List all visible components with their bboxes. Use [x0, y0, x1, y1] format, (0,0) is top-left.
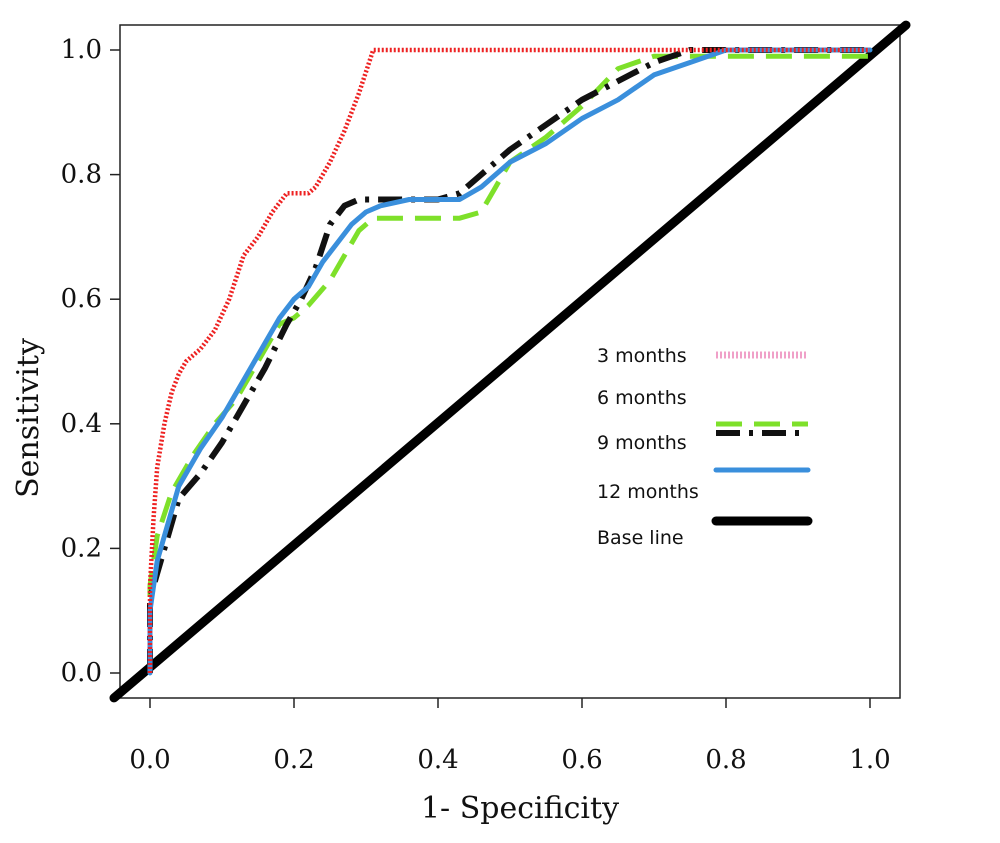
plot-border	[119, 24, 901, 699]
legend-label-3-months: 3 months	[597, 345, 687, 367]
x-tick-label: 0.8	[705, 745, 746, 775]
y-axis-title: Sensitivity	[11, 338, 46, 498]
series-line-3-months	[147, 47, 870, 673]
y-tick-label: 0.2	[61, 533, 102, 563]
series-line-base-line	[109, 20, 911, 703]
legend-label-9-months: 9 months	[597, 432, 687, 454]
y-tick-label: 0.8	[61, 160, 102, 190]
legend: 3 months 6 months 9 months 12 months Base li…	[597, 345, 813, 549]
series-line-9-months	[147, 47, 870, 673]
x-tick-label: 0.6	[561, 745, 602, 775]
series-line-12-months	[147, 47, 873, 676]
y-tick-label: 0.4	[61, 409, 102, 439]
series-line-6-months	[147, 53, 870, 673]
legend-label-12-months: 12 months	[597, 481, 699, 503]
x-axis-title: 1- Specificity	[421, 791, 619, 826]
y-tick-label: 0.0	[61, 658, 102, 688]
legend-label-base-line: Base line	[597, 527, 684, 549]
x-tick-label: 0.4	[417, 745, 458, 775]
y-tick-label: 1.0	[61, 35, 102, 65]
axis-ticks: 0.0 0.0 0.2 0.2 0.4 0.4 0.6 0.6 0.8 0.8 1.0 1.0	[61, 35, 891, 775]
y-tick-label: 0.6	[61, 284, 102, 314]
series-lines	[109, 20, 911, 703]
x-tick-label: 1.0	[849, 745, 890, 775]
x-tick-label: 0.2	[273, 745, 314, 775]
plot-frame	[119, 24, 901, 699]
x-tick-label: 0.0	[129, 745, 170, 775]
legend-label-6-months: 6 months	[597, 387, 687, 409]
